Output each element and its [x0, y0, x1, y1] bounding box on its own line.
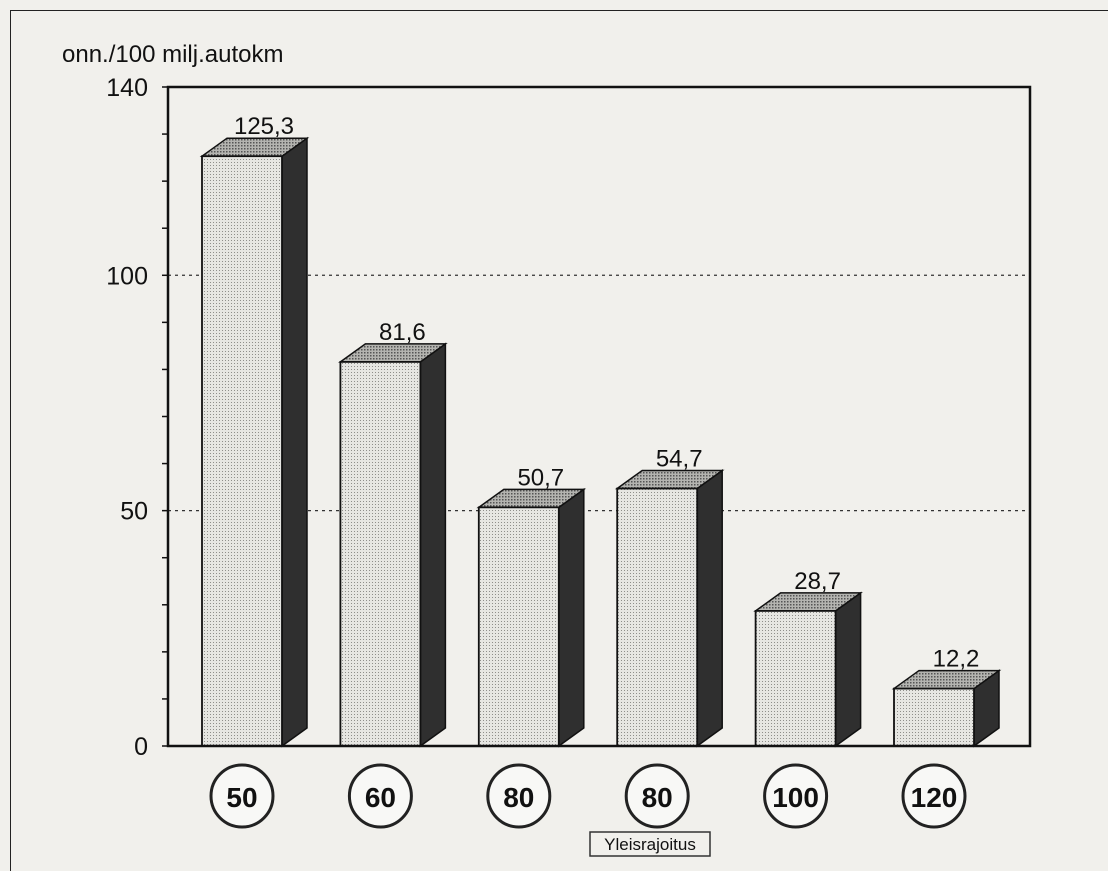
- speed-limit-circle: [763, 763, 829, 829]
- bar: 81,6: [338, 319, 448, 748]
- bar: 125,3: [199, 113, 310, 748]
- bar-side: [558, 487, 585, 748]
- category-label: 60: [365, 782, 396, 813]
- value-label: 125,3: [234, 113, 294, 140]
- speed-limit-circle: [486, 763, 552, 829]
- y-tick-label: 0: [134, 733, 148, 761]
- bar-side: [419, 342, 447, 748]
- y-axis-label: onn./100 milj.autokm: [62, 41, 283, 68]
- y-tick-label: 100: [106, 262, 148, 290]
- value-label: 28,7: [794, 568, 841, 595]
- speed-limit-sign: 120: [901, 763, 967, 829]
- value-label: 12,2: [933, 646, 980, 673]
- bar: 50,7: [476, 464, 587, 748]
- category-label: 120: [911, 782, 958, 813]
- x-axis-label-box: [589, 831, 711, 857]
- bar-front: [616, 487, 699, 747]
- bar-front: [201, 155, 283, 747]
- bar-front: [339, 360, 422, 747]
- bar-side: [696, 469, 723, 748]
- speed-limit-circle: [347, 763, 413, 829]
- value-label: 54,7: [656, 446, 703, 473]
- speed-limit-circle: [209, 763, 275, 829]
- speed-limit-sign: 60: [347, 763, 413, 829]
- speed-limit-sign: 100: [763, 763, 829, 829]
- y-tick-label: 50: [120, 498, 148, 526]
- category-label: 100: [772, 782, 819, 813]
- bar-front: [893, 687, 975, 747]
- category-label: 80: [642, 782, 673, 813]
- y-tick-label: 140: [106, 74, 148, 102]
- x-axis-label: Yleisrajoitus: [604, 835, 696, 854]
- bar: 54,7: [614, 446, 725, 748]
- bar: 12,2: [891, 646, 1002, 748]
- value-label: 81,6: [379, 319, 426, 346]
- category-label: 50: [226, 782, 257, 813]
- speed-limit-circle: [624, 763, 690, 829]
- category-label: 80: [503, 782, 534, 813]
- speed-limit-circle: [901, 763, 967, 829]
- value-label: 50,7: [517, 464, 564, 491]
- figure-frame: [10, 10, 1108, 871]
- bar-front: [754, 610, 837, 747]
- speed-limit-sign: 80: [624, 763, 690, 829]
- bar-side: [834, 591, 862, 748]
- bar-side: [281, 136, 308, 748]
- bar: 28,7: [753, 568, 863, 748]
- bar-front: [477, 506, 560, 747]
- speed-limit-sign: 80: [486, 763, 552, 829]
- speed-limit-sign: 50: [209, 763, 275, 829]
